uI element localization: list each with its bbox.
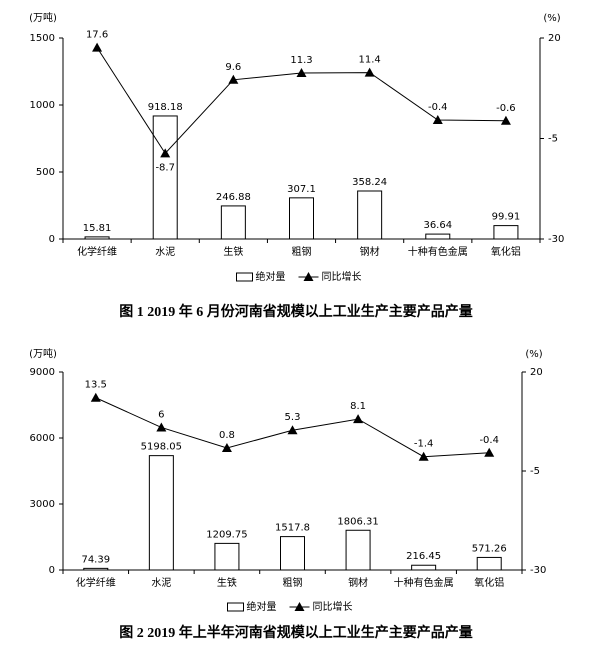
y2-axis-unit: (%) [543, 13, 560, 24]
x-tick-label: 氧化铝 [474, 576, 504, 589]
x-tick-label: 化学纤维 [76, 576, 116, 589]
growth-marker [432, 115, 443, 125]
bar-value-label: 246.88 [216, 192, 251, 203]
growth-marker [160, 148, 171, 158]
x-tick-label: 水泥 [151, 576, 171, 589]
growth-marker [296, 67, 307, 77]
bar-value-label: 307.1 [287, 184, 316, 195]
x-tick-label: 粗钢 [292, 245, 312, 258]
y-axis-unit: (万吨) [29, 11, 57, 24]
bar-value-label: 1806.31 [337, 516, 378, 527]
growth-marker [228, 74, 239, 84]
y-tick-label: 6000 [30, 433, 55, 444]
x-tick-label: 钢材 [360, 245, 380, 258]
growth-marker [287, 425, 298, 435]
bar [84, 236, 110, 240]
growth-value-label: 11.4 [359, 55, 381, 66]
y-tick-label: 1500 [30, 33, 55, 44]
y-tick-label: 500 [36, 167, 55, 178]
y2-tick-label: -30 [548, 234, 564, 245]
bar-value-label: 1209.75 [206, 529, 247, 540]
x-tick-label: 钢材 [348, 576, 368, 589]
bar-value-label: 216.45 [406, 551, 441, 562]
bar-value-label: 5198.05 [141, 442, 182, 453]
bar [83, 567, 109, 571]
bar [280, 536, 305, 571]
bar-value-label: 358.24 [352, 177, 387, 188]
growth-value-label: 0.8 [219, 430, 235, 441]
bar [357, 190, 383, 240]
growth-marker [156, 422, 167, 432]
bar-value-label: 571.26 [472, 543, 507, 554]
bar [345, 529, 371, 571]
growth-marker [92, 42, 103, 52]
y2-tick-label: 20 [530, 367, 543, 378]
y-axis-unit: (万吨) [29, 347, 57, 360]
y-tick-label: 3000 [30, 499, 55, 510]
y2-axis-unit: (%) [525, 349, 542, 360]
legend-label: 绝对量 [247, 600, 277, 613]
bar-value-label: 36.64 [423, 220, 452, 231]
growth-value-label: 6 [158, 409, 164, 420]
legend-marker [294, 602, 305, 611]
y-tick-label: 1000 [30, 100, 55, 111]
chart-title: 图 2 2019 年上半年河南省规模以上工业生产主要产品产量 [119, 624, 473, 641]
growth-value-label: 11.3 [290, 55, 312, 66]
x-tick-label: 粗钢 [283, 576, 303, 589]
bar-value-label: 74.39 [81, 554, 110, 565]
growth-value-label: -0.4 [479, 435, 499, 446]
x-tick-label: 十种有色金属 [408, 245, 468, 258]
growth-value-label: -0.6 [496, 103, 516, 114]
bar [493, 225, 519, 240]
growth-marker [364, 67, 375, 77]
legend-label: 绝对量 [256, 270, 286, 283]
y2-tick-label: -30 [530, 565, 546, 576]
y-tick-label: 0 [49, 234, 55, 245]
legend-label: 同比增长 [313, 600, 353, 613]
growth-value-label: -8.7 [155, 162, 175, 173]
growth-marker [484, 447, 495, 457]
growth-value-label: 13.5 [85, 380, 107, 391]
bar-value-label: 1517.8 [275, 523, 310, 534]
growth-marker [353, 414, 364, 424]
chart-title: 图 1 2019 年 6 月份河南省规模以上工业生产主要产品产量 [119, 303, 473, 320]
y2-tick-label: -5 [530, 466, 540, 477]
bar-value-label: 918.18 [148, 102, 183, 113]
y2-tick-label: 20 [548, 33, 561, 44]
growth-value-label: 9.6 [225, 62, 241, 73]
y2-tick-label: -5 [548, 134, 558, 145]
bar [214, 542, 240, 571]
x-tick-label: 生铁 [223, 245, 243, 258]
bar [152, 115, 178, 240]
bar [220, 205, 246, 240]
growth-value-label: 5.3 [285, 412, 301, 423]
bar [476, 556, 502, 571]
growth-marker [221, 443, 232, 453]
growth-marker [90, 392, 101, 402]
bar-value-label: 99.91 [492, 212, 521, 223]
growth-value-label: -1.4 [414, 439, 434, 450]
x-tick-label: 化学纤维 [77, 245, 117, 258]
x-tick-label: 十种有色金属 [394, 576, 454, 589]
x-tick-label: 水泥 [155, 245, 175, 258]
bar [425, 233, 451, 240]
growth-value-label: 8.1 [350, 401, 366, 412]
x-tick-label: 氧化铝 [491, 245, 521, 258]
legend-marker [303, 272, 314, 281]
bar [289, 197, 314, 240]
legend-swatch [227, 602, 244, 612]
legend-swatch [236, 272, 253, 282]
bar [148, 455, 174, 571]
x-tick-label: 生铁 [217, 576, 237, 589]
legend-label: 同比增长 [322, 270, 362, 283]
y-tick-label: 0 [49, 565, 55, 576]
growth-value-label: 17.6 [86, 30, 108, 41]
growth-marker [500, 115, 511, 125]
growth-marker [418, 451, 429, 461]
bar-value-label: 15.81 [83, 223, 112, 234]
y-tick-label: 9000 [30, 367, 55, 378]
bar [411, 564, 437, 571]
growth-value-label: -0.4 [428, 102, 448, 113]
